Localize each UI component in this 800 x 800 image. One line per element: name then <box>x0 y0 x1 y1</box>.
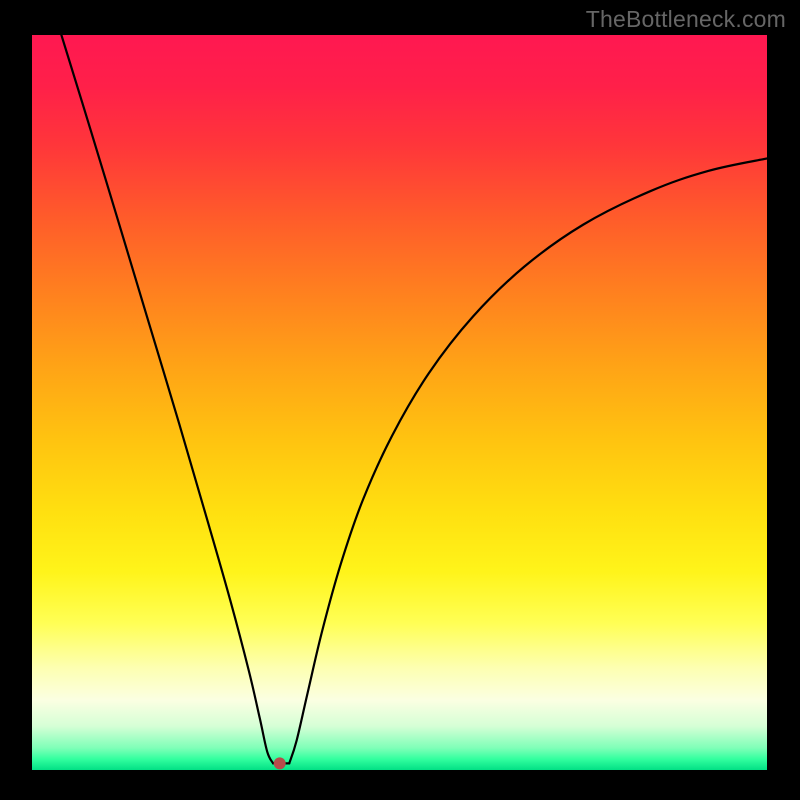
watermark-text: TheBottleneck.com <box>586 6 786 33</box>
chart-frame: TheBottleneck.com <box>0 0 800 800</box>
plot-area <box>32 35 767 770</box>
bottleneck-curve <box>32 35 767 770</box>
curve-right-branch <box>289 158 767 763</box>
minimum-marker-icon <box>274 757 286 769</box>
curve-left-branch <box>61 35 273 763</box>
